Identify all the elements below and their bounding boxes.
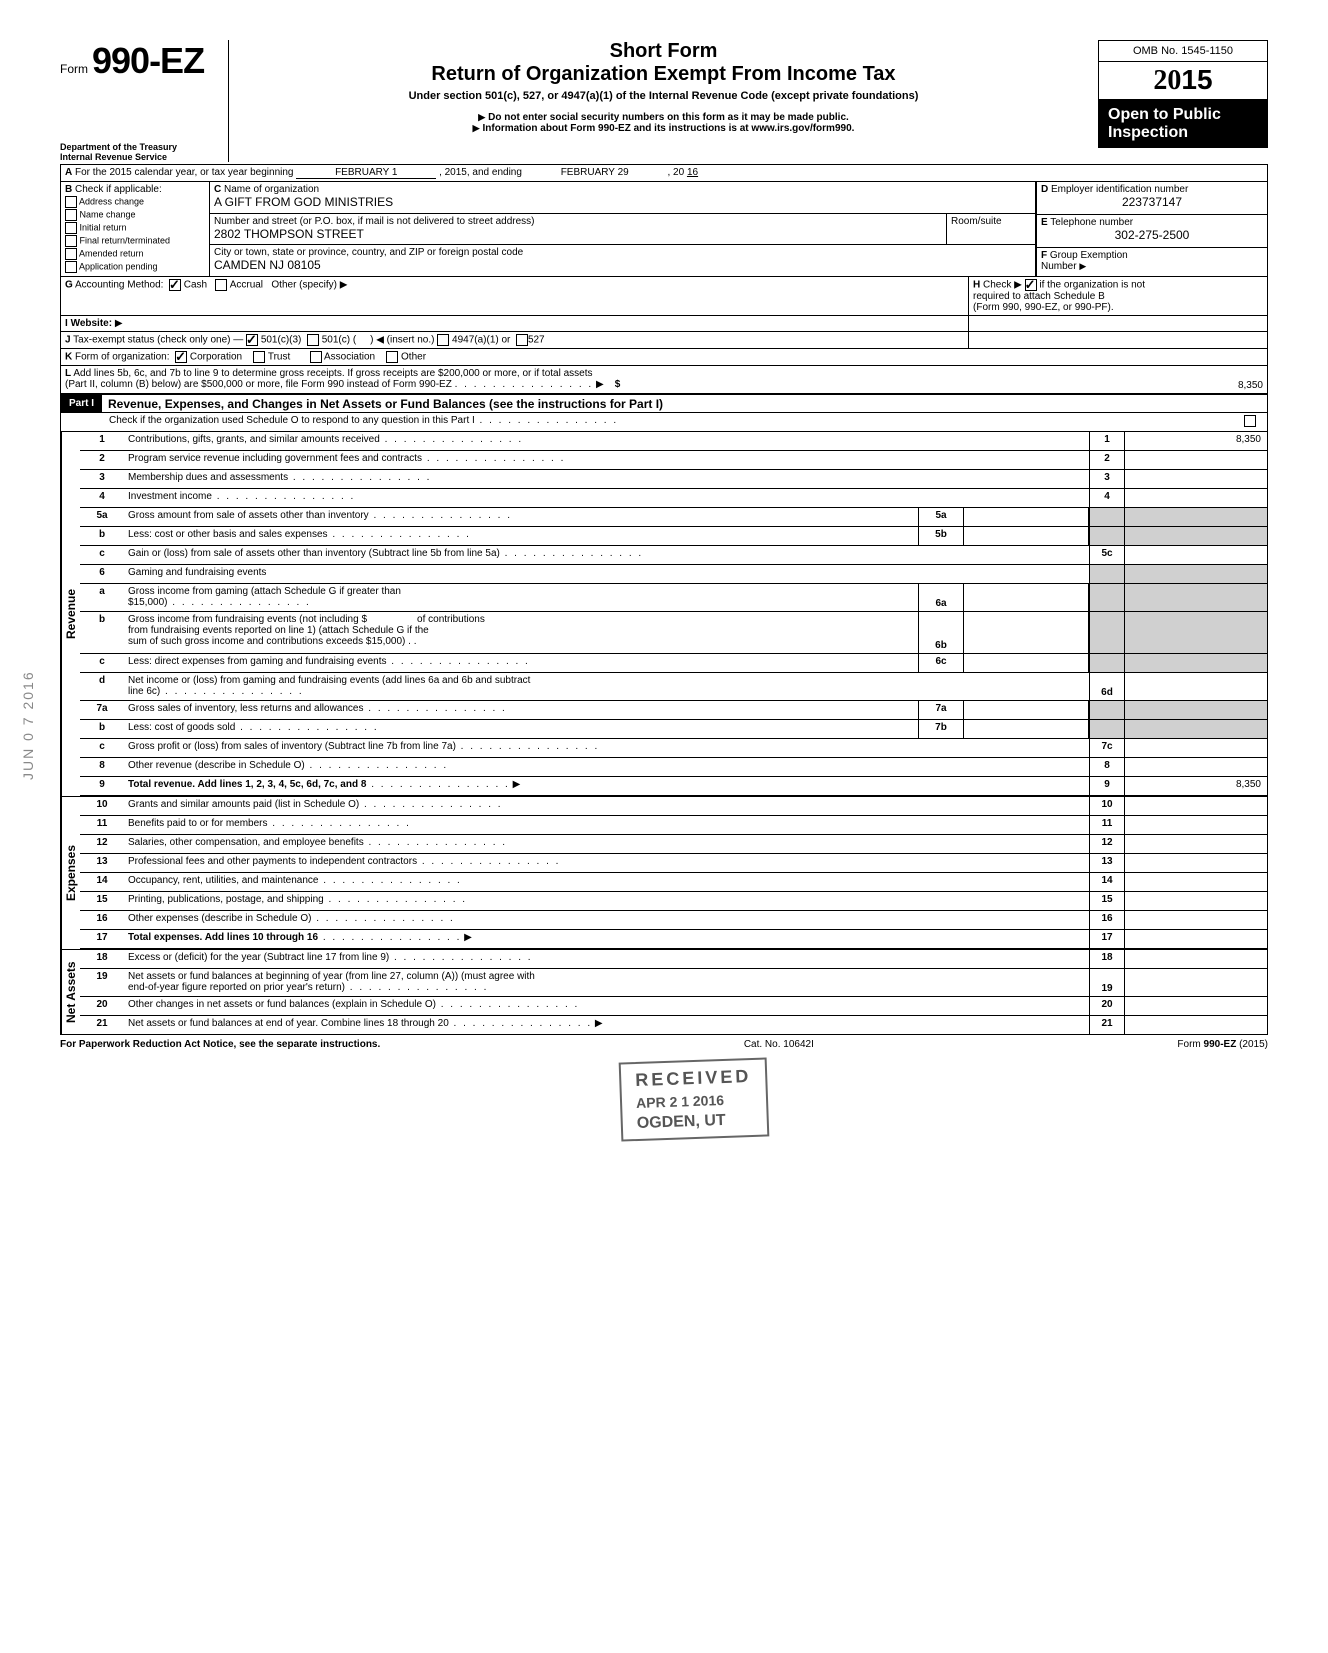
part-1-header: Part I Revenue, Expenses, and Changes in… xyxy=(61,394,1267,413)
check-application-pending[interactable] xyxy=(65,261,77,273)
notice-info: Information about Form 990-EZ and its in… xyxy=(239,123,1088,134)
line-11: 11Benefits paid to or for members11 xyxy=(80,816,1267,835)
line-8: 8Other revenue (describe in Schedule O)8 xyxy=(80,758,1267,777)
schedule-b-checkbox[interactable] xyxy=(1025,279,1037,291)
line-c: cGain or (loss) from sale of assets othe… xyxy=(80,546,1267,565)
line-18: 18Excess or (deficit) for the year (Subt… xyxy=(80,950,1267,969)
tax-year-begin[interactable]: FEBRUARY 1 xyxy=(296,167,436,179)
check-amended-return[interactable] xyxy=(65,248,77,260)
527-checkbox[interactable] xyxy=(516,334,528,346)
line-12: 12Salaries, other compensation, and empl… xyxy=(80,835,1267,854)
line-9: 9Total revenue. Add lines 1, 2, 3, 4, 5c… xyxy=(80,777,1267,796)
netassets-label: Net Assets xyxy=(61,950,80,1034)
accrual-checkbox[interactable] xyxy=(215,279,227,291)
association-checkbox[interactable] xyxy=(310,351,322,363)
line-15: 15Printing, publications, postage, and s… xyxy=(80,892,1267,911)
dept-irs: Internal Revenue Service xyxy=(60,152,220,162)
check-final-return-terminated[interactable] xyxy=(65,235,77,247)
street-address[interactable]: 2802 THOMPSON STREET xyxy=(214,227,364,241)
line-1: 1Contributions, gifts, grants, and simil… xyxy=(80,432,1267,451)
schedule-o-checkbox[interactable] xyxy=(1244,415,1256,427)
line-20: 20Other changes in net assets or fund ba… xyxy=(80,997,1267,1016)
line-b: bLess: cost of goods sold7b xyxy=(80,720,1267,739)
line-2: 2Program service revenue including gover… xyxy=(80,451,1267,470)
footer: For Paperwork Reduction Act Notice, see … xyxy=(60,1039,1268,1050)
cash-checkbox[interactable] xyxy=(169,279,181,291)
subtitle: Under section 501(c), 527, or 4947(a)(1)… xyxy=(239,90,1088,102)
short-form-title: Short Form xyxy=(239,40,1088,63)
line-c: cLess: direct expenses from gaming and f… xyxy=(80,654,1267,673)
form-prefix: Form xyxy=(60,62,88,76)
side-date-stamp: JUN 0 7 2016 xyxy=(20,670,36,780)
line-7a: 7aGross sales of inventory, less returns… xyxy=(80,701,1267,720)
line-c: cGross profit or (loss) from sales of in… xyxy=(80,739,1267,758)
line-4: 4Investment income4 xyxy=(80,489,1267,508)
corporation-checkbox[interactable] xyxy=(175,351,187,363)
return-title: Return of Organization Exempt From Incom… xyxy=(239,63,1088,86)
501c-checkbox[interactable] xyxy=(307,334,319,346)
form-header: Form 990-EZ Department of the Treasury I… xyxy=(60,40,1268,162)
line-13: 13Professional fees and other payments t… xyxy=(80,854,1267,873)
notice-ssn: Do not enter social security numbers on … xyxy=(239,112,1088,123)
4947-checkbox[interactable] xyxy=(437,334,449,346)
line-5a: 5aGross amount from sale of assets other… xyxy=(80,508,1267,527)
main-form-box: A For the 2015 calendar year, or tax yea… xyxy=(60,164,1268,1035)
org-name[interactable]: A GIFT FROM GOD MINISTRIES xyxy=(214,195,393,209)
line-17: 17Total expenses. Add lines 10 through 1… xyxy=(80,930,1267,949)
ein[interactable]: 223737147 xyxy=(1041,195,1263,209)
open-to-public: Open to Public Inspection xyxy=(1098,100,1268,148)
check-initial-return[interactable] xyxy=(65,222,77,234)
line-16: 16Other expenses (describe in Schedule O… xyxy=(80,911,1267,930)
dept-treasury: Department of the Treasury xyxy=(60,142,220,152)
line-3: 3Membership dues and assessments3 xyxy=(80,470,1267,489)
form-number: 990-EZ xyxy=(92,40,204,82)
line-10: 10Grants and similar amounts paid (list … xyxy=(80,797,1267,816)
gross-receipts: 8,350 xyxy=(1238,380,1263,391)
row-a: A For the 2015 calendar year, or tax yea… xyxy=(61,165,1267,182)
telephone[interactable]: 302-275-2500 xyxy=(1041,228,1263,242)
other-org-checkbox[interactable] xyxy=(386,351,398,363)
revenue-label: Revenue xyxy=(61,432,80,796)
tax-year: 2015 xyxy=(1099,62,1267,99)
city-state-zip[interactable]: CAMDEN NJ 08105 xyxy=(214,258,321,272)
line-b: bLess: cost or other basis and sales exp… xyxy=(80,527,1267,546)
trust-checkbox[interactable] xyxy=(253,351,265,363)
omb-number: OMB No. 1545-1150 xyxy=(1099,41,1267,62)
tax-year-end[interactable]: FEBRUARY 29 xyxy=(525,167,665,178)
check-address-change[interactable] xyxy=(65,196,77,208)
received-stamp: RECEIVED APR 2 1 2016 OGDEN, UT xyxy=(619,1057,770,1141)
line-14: 14Occupancy, rent, utilities, and mainte… xyxy=(80,873,1267,892)
expenses-label: Expenses xyxy=(61,797,80,949)
501c3-checkbox[interactable] xyxy=(246,334,258,346)
line-21: 21Net assets or fund balances at end of … xyxy=(80,1016,1267,1034)
check-name-change[interactable] xyxy=(65,209,77,221)
